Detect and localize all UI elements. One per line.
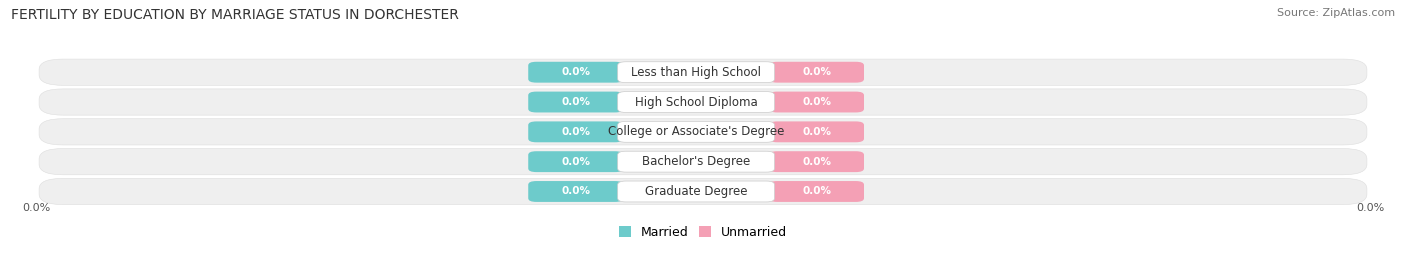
Text: 0.0%: 0.0%	[801, 157, 831, 167]
Text: 0.0%: 0.0%	[801, 127, 831, 137]
Text: College or Associate's Degree: College or Associate's Degree	[607, 125, 785, 138]
FancyBboxPatch shape	[769, 151, 865, 172]
FancyBboxPatch shape	[769, 121, 865, 142]
FancyBboxPatch shape	[769, 181, 865, 202]
FancyBboxPatch shape	[39, 178, 1367, 204]
Legend: Married, Unmarried: Married, Unmarried	[613, 221, 793, 244]
FancyBboxPatch shape	[617, 151, 775, 172]
Text: 0.0%: 0.0%	[801, 97, 831, 107]
FancyBboxPatch shape	[39, 148, 1367, 175]
FancyBboxPatch shape	[529, 62, 623, 83]
FancyBboxPatch shape	[529, 181, 623, 202]
FancyBboxPatch shape	[39, 59, 1367, 85]
FancyBboxPatch shape	[617, 121, 775, 142]
Text: 0.0%: 0.0%	[801, 67, 831, 77]
Text: FERTILITY BY EDUCATION BY MARRIAGE STATUS IN DORCHESTER: FERTILITY BY EDUCATION BY MARRIAGE STATU…	[11, 8, 460, 22]
FancyBboxPatch shape	[529, 92, 623, 113]
Text: 0.0%: 0.0%	[561, 157, 591, 167]
Text: Graduate Degree: Graduate Degree	[645, 185, 748, 198]
Text: 0.0%: 0.0%	[561, 67, 591, 77]
Text: 0.0%: 0.0%	[561, 127, 591, 137]
Text: Less than High School: Less than High School	[631, 66, 761, 79]
FancyBboxPatch shape	[529, 121, 623, 142]
FancyBboxPatch shape	[617, 92, 775, 113]
Text: Source: ZipAtlas.com: Source: ZipAtlas.com	[1277, 8, 1395, 18]
FancyBboxPatch shape	[769, 92, 865, 113]
Text: 0.0%: 0.0%	[561, 97, 591, 107]
FancyBboxPatch shape	[769, 62, 865, 83]
FancyBboxPatch shape	[617, 181, 775, 202]
FancyBboxPatch shape	[39, 119, 1367, 145]
Text: High School Diploma: High School Diploma	[634, 95, 758, 109]
FancyBboxPatch shape	[529, 151, 623, 172]
FancyBboxPatch shape	[39, 89, 1367, 115]
Text: 0.0%: 0.0%	[561, 187, 591, 196]
Text: 0.0%: 0.0%	[22, 203, 51, 213]
Text: 0.0%: 0.0%	[801, 187, 831, 196]
Text: Bachelor's Degree: Bachelor's Degree	[643, 155, 751, 168]
FancyBboxPatch shape	[617, 62, 775, 83]
Text: 0.0%: 0.0%	[1355, 203, 1384, 213]
